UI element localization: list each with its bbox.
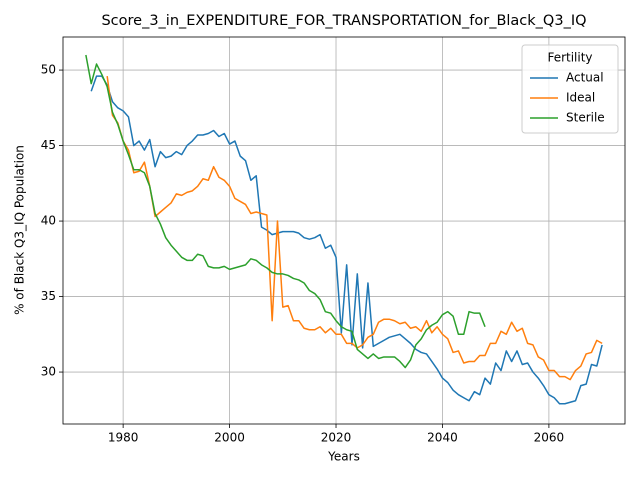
x-tick-label: 1980 bbox=[108, 431, 139, 445]
y-tick-label: 50 bbox=[41, 63, 56, 77]
x-tick-label: 2000 bbox=[214, 431, 245, 445]
chart-title: Score_3_in_EXPENDITURE_FOR_TRANSPORTATIO… bbox=[101, 13, 586, 29]
legend: Fertility Actual Ideal Sterile bbox=[521, 44, 619, 134]
legend-label: Ideal bbox=[566, 91, 595, 105]
line-series bbox=[85, 54, 486, 369]
legend-box bbox=[521, 44, 619, 134]
y-tick-label: 45 bbox=[41, 138, 56, 152]
x-tick-label: 2020 bbox=[321, 431, 352, 445]
x-tick-label: 2040 bbox=[427, 431, 458, 445]
legend-label: Sterile bbox=[566, 111, 605, 125]
x-axis-label: Years bbox=[327, 450, 360, 464]
line-series bbox=[90, 75, 603, 405]
y-tick-label: 40 bbox=[41, 214, 56, 228]
line-series bbox=[106, 76, 603, 381]
plot-frame bbox=[62, 36, 626, 425]
y-tick-label: 35 bbox=[41, 289, 56, 303]
y-tick-label: 30 bbox=[41, 365, 56, 379]
x-tick-label: 2060 bbox=[534, 431, 565, 445]
legend-label: Actual bbox=[566, 71, 604, 85]
y-axis-label: % of Black Q3_IQ Population bbox=[13, 145, 27, 315]
legend-title: Fertility bbox=[547, 51, 592, 65]
